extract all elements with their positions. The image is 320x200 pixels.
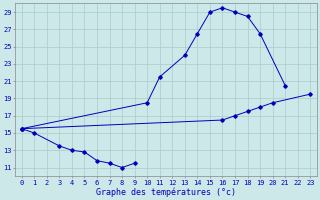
X-axis label: Graphe des températures (°c): Graphe des températures (°c) [96, 187, 236, 197]
